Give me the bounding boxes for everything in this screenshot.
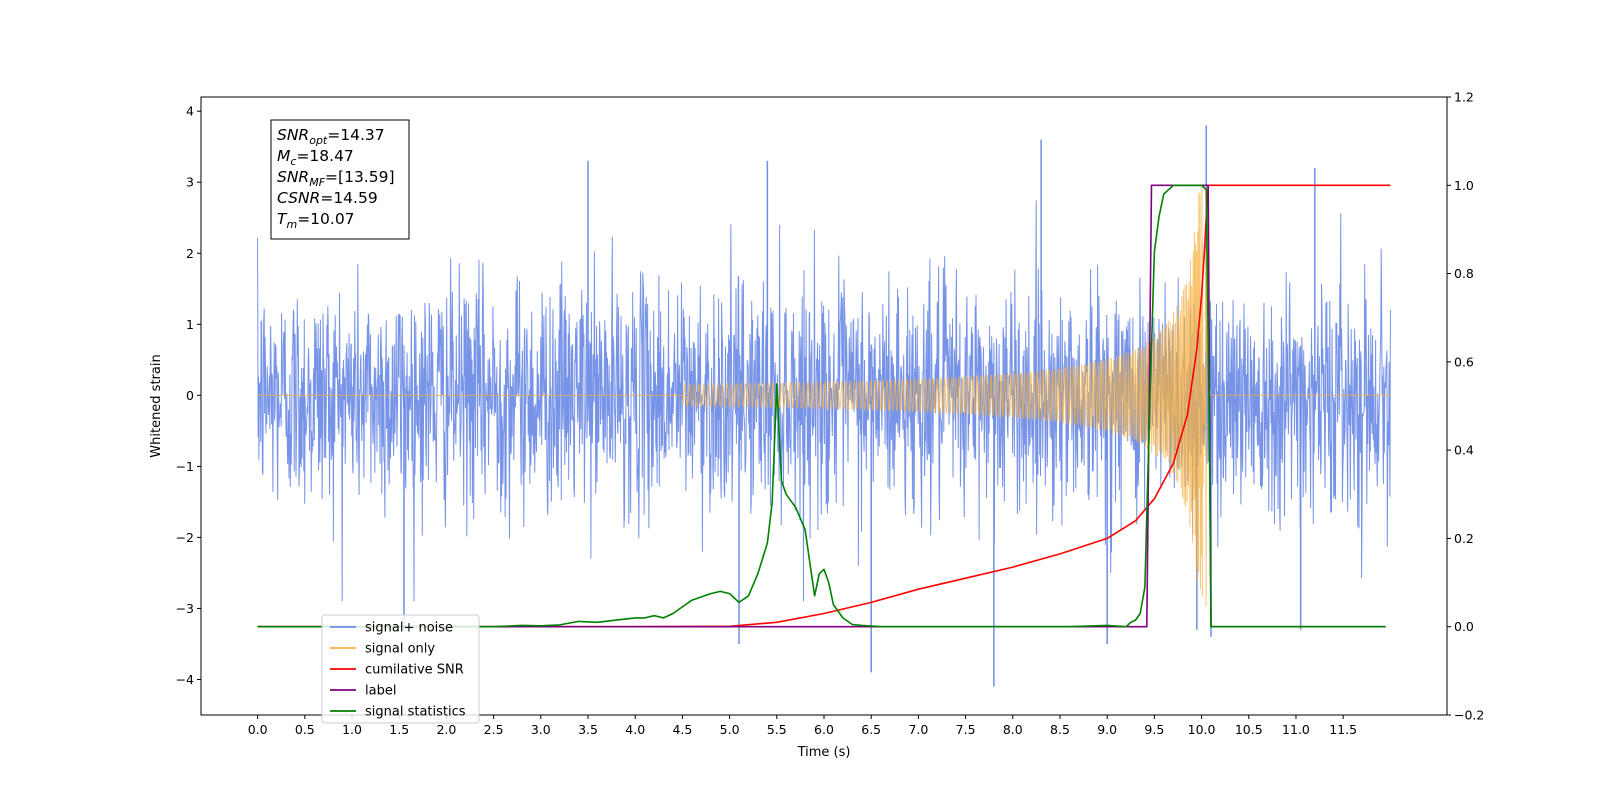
x-tick-label: 10.5 (1235, 722, 1263, 737)
annotation-line: SNRopt=14.37 (277, 126, 385, 147)
x-tick-label: 1.0 (342, 722, 362, 737)
y2-tick-label: 0.6 (1454, 354, 1474, 369)
y-axis-left: 4 3 2 1 0 −1 −2 −3 −4 (176, 104, 201, 687)
y-tick-label: −1 (176, 459, 194, 474)
y2-tick-label: 0.8 (1454, 266, 1474, 281)
y-tick-label: −2 (176, 530, 194, 545)
legend-label: signal statistics (365, 705, 466, 720)
signal-only-trace (257, 185, 1391, 607)
x-tick-label: 5.5 (767, 722, 787, 737)
x-tick-label: 3.5 (578, 722, 598, 737)
cumilative-snr-line (257, 184, 1391, 628)
x-tick-label: 6.0 (814, 722, 834, 737)
x-tick-label: 0.5 (295, 722, 315, 737)
x-tick-label: 11.5 (1329, 722, 1357, 737)
legend-label: cumilative SNR (365, 663, 464, 678)
series-signal-only (257, 185, 1391, 607)
x-tick-label: 0.0 (248, 722, 268, 737)
x-tick-label: 10.0 (1188, 722, 1216, 737)
y-tick-label: 3 (186, 175, 194, 190)
legend-label: signal+ noise (365, 621, 453, 636)
y-tick-label: 4 (186, 104, 194, 119)
x-tick-label: 5.0 (720, 722, 740, 737)
legend-label: label (365, 684, 396, 699)
y-tick-label: 1 (186, 317, 194, 332)
annotation-line: Mc=18.47 (277, 147, 354, 168)
legend: signal+ noise signal only cumilative SNR la… (321, 614, 480, 724)
annotation-line: CSNR=14.59 (277, 189, 378, 207)
series-signal-statistics (257, 184, 1386, 628)
x-tick-label: 4.0 (625, 722, 645, 737)
legend-label: signal only (365, 642, 435, 657)
y-axis-label: Whitened strain (149, 354, 164, 457)
y-tick-label: −4 (176, 672, 194, 687)
x-tick-label: 7.5 (956, 722, 976, 737)
series-signal-noise (257, 125, 1391, 687)
y-tick-label: 2 (186, 246, 194, 261)
y2-tick-label: 1.0 (1454, 178, 1474, 193)
y2-tick-label: −0.2 (1454, 708, 1484, 723)
annotation-box: SNRopt=14.37Mc=18.47SNRMF=[13.59]CSNR=14… (270, 119, 410, 240)
x-tick-label: 8.0 (1003, 722, 1023, 737)
y-axis-right: 1.2 1.0 0.8 0.6 0.4 0.2 0.0 −0.2 (1447, 90, 1484, 723)
annotation-line: Tm=10.07 (277, 210, 355, 231)
x-axis: 0.0 0.5 1.0 1.5 2.0 2.5 3.0 3.5 4.0 4.5 5.0 5.5 6.0 6… (248, 715, 1357, 737)
y2-tick-label: 0.0 (1454, 619, 1474, 634)
x-tick-label: 8.5 (1050, 722, 1070, 737)
plot-series (257, 125, 1391, 687)
annotation-line: SNRMF=[13.59] (277, 168, 395, 189)
y2-tick-label: 0.4 (1454, 443, 1474, 458)
x-tick-label: 7.0 (908, 722, 928, 737)
x-tick-label: 9.0 (1097, 722, 1117, 737)
x-tick-label: 3.0 (531, 722, 551, 737)
signal-statistics-line (257, 184, 1386, 628)
x-tick-label: 2.0 (436, 722, 456, 737)
x-tick-label: 1.5 (389, 722, 409, 737)
y-tick-label: −3 (176, 601, 194, 616)
y2-tick-label: 0.2 (1454, 531, 1474, 546)
legend-frame (321, 614, 480, 724)
y2-tick-label: 1.2 (1454, 90, 1474, 105)
series-cumilative-snr (257, 184, 1391, 628)
annotation-frame (270, 119, 410, 240)
x-tick-label: 4.5 (672, 722, 692, 737)
x-axis-label: Time (s) (797, 745, 851, 760)
y-tick-label: 0 (186, 388, 194, 403)
x-tick-label: 2.5 (484, 722, 504, 737)
x-tick-label: 11.0 (1282, 722, 1310, 737)
x-tick-label: 9.5 (1144, 722, 1164, 737)
x-tick-label: 6.5 (861, 722, 881, 737)
